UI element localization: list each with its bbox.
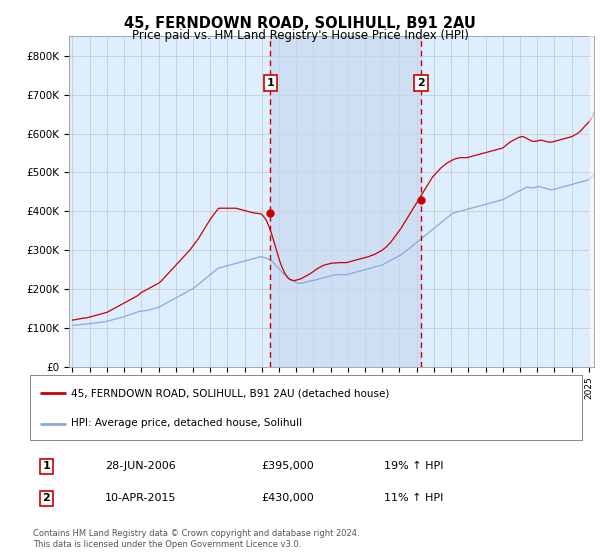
- Text: Price paid vs. HM Land Registry's House Price Index (HPI): Price paid vs. HM Land Registry's House …: [131, 29, 469, 42]
- Text: 10-APR-2015: 10-APR-2015: [105, 493, 176, 503]
- Text: 2: 2: [43, 493, 50, 503]
- Text: 45, FERNDOWN ROAD, SOLIHULL, B91 2AU (detached house): 45, FERNDOWN ROAD, SOLIHULL, B91 2AU (de…: [71, 388, 390, 398]
- Text: HPI: Average price, detached house, Solihull: HPI: Average price, detached house, Soli…: [71, 418, 302, 428]
- Text: £430,000: £430,000: [261, 493, 314, 503]
- Text: Contains HM Land Registry data © Crown copyright and database right 2024.
This d: Contains HM Land Registry data © Crown c…: [33, 529, 359, 549]
- Text: £395,000: £395,000: [261, 461, 314, 472]
- Bar: [271, 36, 421, 367]
- Text: 45, FERNDOWN ROAD, SOLIHULL, B91 2AU: 45, FERNDOWN ROAD, SOLIHULL, B91 2AU: [124, 16, 476, 31]
- Text: 19% ↑ HPI: 19% ↑ HPI: [384, 461, 443, 472]
- Text: 28-JUN-2006: 28-JUN-2006: [105, 461, 176, 472]
- Bar: [589, 36, 594, 367]
- Text: 1: 1: [43, 461, 50, 472]
- Text: 11% ↑ HPI: 11% ↑ HPI: [384, 493, 443, 503]
- Text: 1: 1: [266, 78, 274, 88]
- Text: 2: 2: [417, 78, 425, 88]
